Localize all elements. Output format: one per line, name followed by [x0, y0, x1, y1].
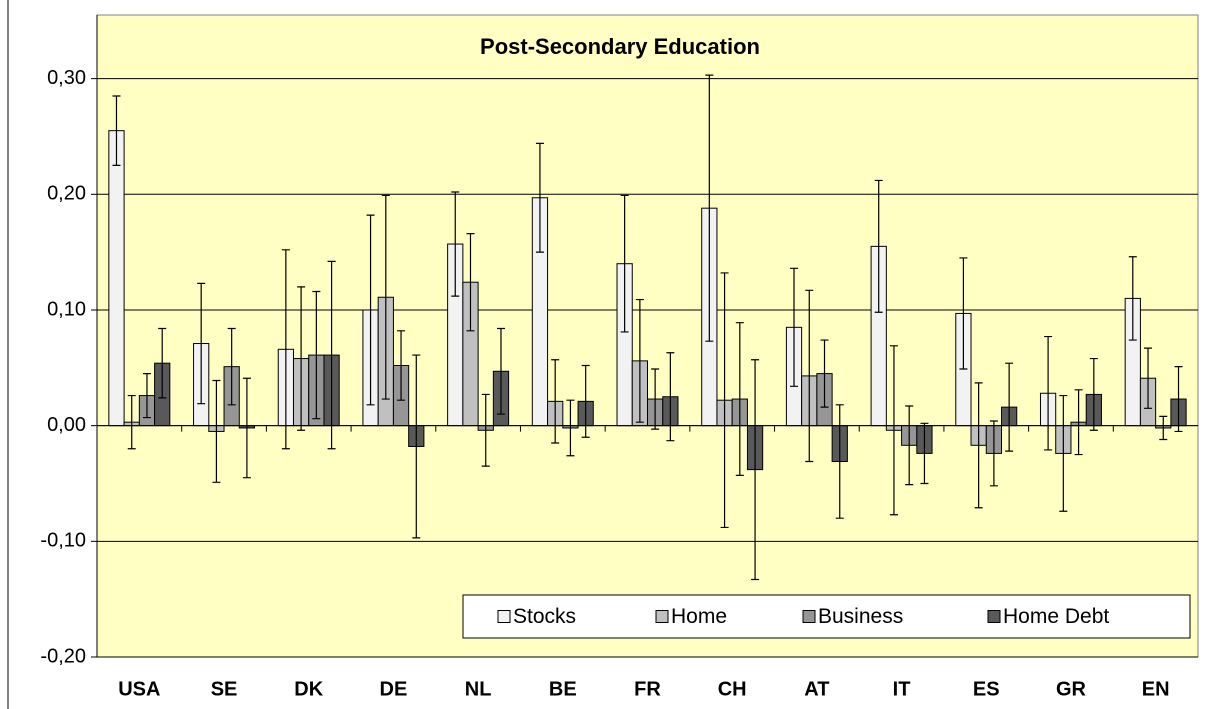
error-bar: [651, 368, 660, 430]
x-tick-label: CH: [718, 678, 747, 700]
error-bar: [227, 327, 236, 406]
legend-box: [462, 594, 1191, 639]
error-bar: [1089, 357, 1098, 431]
error-bar: [820, 339, 829, 408]
error-bar: [959, 257, 968, 370]
x-tick-label: DK: [294, 678, 323, 700]
error-bar: [381, 194, 390, 400]
error-bar: [297, 286, 306, 431]
error-bar: [1128, 256, 1137, 341]
error-bar: [920, 422, 929, 485]
error-bar: [197, 282, 206, 405]
error-bar: [127, 394, 136, 450]
chart-title: Post-Secondary Education: [480, 34, 760, 59]
legend-label: Stocks: [513, 605, 576, 628]
error-bar: [397, 330, 406, 401]
error-bar: [1044, 335, 1053, 451]
legend-swatch: [655, 610, 669, 623]
error-bar: [620, 194, 629, 333]
legend-label: Home Debt: [1003, 605, 1109, 628]
x-tick-label: SE: [211, 678, 238, 700]
error-bar: [551, 359, 560, 444]
legend-swatch: [802, 610, 816, 623]
error-bar: [974, 382, 983, 509]
error-bar: [751, 359, 760, 581]
x-tick-label: IT: [893, 678, 911, 700]
error-bar: [889, 345, 898, 516]
error-bar: [735, 322, 744, 476]
error-bar: [466, 233, 475, 332]
y-tick-label: 0,10: [47, 298, 86, 320]
error-bar: [412, 354, 421, 539]
error-bar: [496, 327, 505, 415]
error-bar: [905, 405, 914, 486]
legend-label: Home: [671, 605, 727, 628]
error-bar: [635, 298, 644, 423]
y-tick-label: 0,20: [47, 183, 86, 205]
error-bar: [1144, 347, 1153, 409]
x-tick-label: USA: [118, 678, 160, 700]
error-bar: [112, 95, 121, 166]
error-bar: [874, 179, 883, 313]
error-bar: [1159, 415, 1168, 441]
error-bar: [790, 267, 799, 387]
x-tick-label: EN: [1142, 678, 1170, 700]
error-bar: [835, 404, 844, 519]
x-tick-label: GR: [1056, 678, 1087, 700]
error-bar: [1174, 366, 1183, 433]
error-bar: [158, 327, 167, 399]
error-bar: [705, 74, 714, 342]
error-bar: [142, 372, 151, 419]
plot-area: [96, 14, 1199, 658]
error-bar: [1059, 394, 1068, 512]
error-bar: [535, 142, 544, 253]
error-bar: [805, 289, 814, 463]
error-bar: [566, 399, 575, 457]
x-tick-label: ES: [973, 678, 1000, 700]
x-tick-label: BE: [549, 678, 577, 700]
error-bar: [312, 290, 321, 420]
y-tick-label: -0,10: [40, 530, 86, 552]
error-bar: [281, 249, 290, 450]
error-bar: [366, 214, 375, 406]
y-tick-label: -0,20: [40, 645, 86, 667]
y-tick-label: 0,30: [47, 67, 86, 89]
legend-swatch: [497, 610, 511, 623]
error-bar: [1074, 389, 1083, 456]
x-tick-label: DE: [380, 678, 408, 700]
x-tick-label: FR: [634, 678, 661, 700]
error-bar: [1005, 362, 1014, 452]
error-bar: [481, 393, 490, 467]
x-tick-label: AT: [804, 678, 829, 700]
legend-swatch: [987, 610, 1001, 623]
error-bar: [242, 377, 251, 479]
error-bar: [327, 260, 336, 450]
x-tick-label: NL: [465, 678, 492, 700]
error-bar: [212, 379, 221, 483]
y-tick-label: 0,00: [47, 414, 86, 436]
error-bar: [451, 191, 460, 297]
legend-label: Business: [818, 605, 903, 628]
error-bar: [720, 272, 729, 529]
bar: [108, 130, 125, 427]
error-bar: [989, 420, 998, 487]
